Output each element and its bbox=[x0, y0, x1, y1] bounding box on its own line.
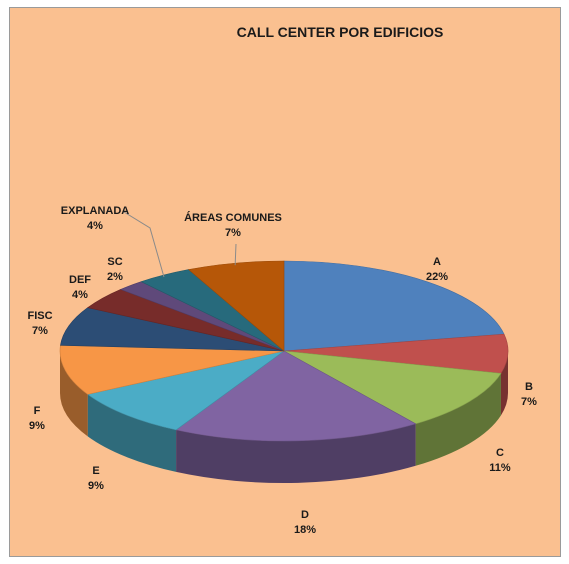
slice-value-fisc: 7% bbox=[32, 325, 48, 337]
leader-line-explanada bbox=[124, 212, 164, 277]
slice-value-f: 9% bbox=[29, 420, 45, 432]
slice-value-b: 7% bbox=[521, 396, 537, 408]
slice-value-a: 22% bbox=[426, 271, 448, 283]
slice-label-b: B bbox=[525, 381, 533, 393]
slice-value-c: 11% bbox=[489, 462, 511, 474]
slice-label-explanada: EXPLANADA bbox=[61, 205, 130, 217]
slice-label-sc: SC bbox=[107, 256, 122, 268]
slice-value-d: 18% bbox=[294, 524, 316, 536]
leader-line-areas-comunes bbox=[235, 244, 236, 265]
slice-value-e: 9% bbox=[88, 480, 104, 492]
slice-label-a: A bbox=[433, 256, 441, 268]
slice-label-def: DEF bbox=[69, 274, 91, 286]
slice-value-explanada: 4% bbox=[87, 220, 103, 232]
slice-value-def: 4% bbox=[72, 289, 88, 301]
slice-label-c: C bbox=[496, 447, 504, 459]
slice-label-e: E bbox=[92, 465, 99, 477]
slice-label-f: F bbox=[34, 405, 41, 417]
slice-value-areas-comunes: 7% bbox=[225, 227, 241, 239]
slice-label-d: D bbox=[301, 509, 309, 521]
slice-label-areas-comunes: ÁREAS COMUNES bbox=[184, 211, 282, 224]
slice-label-fisc: FISC bbox=[27, 310, 52, 322]
slice-value-sc: 2% bbox=[107, 271, 123, 283]
